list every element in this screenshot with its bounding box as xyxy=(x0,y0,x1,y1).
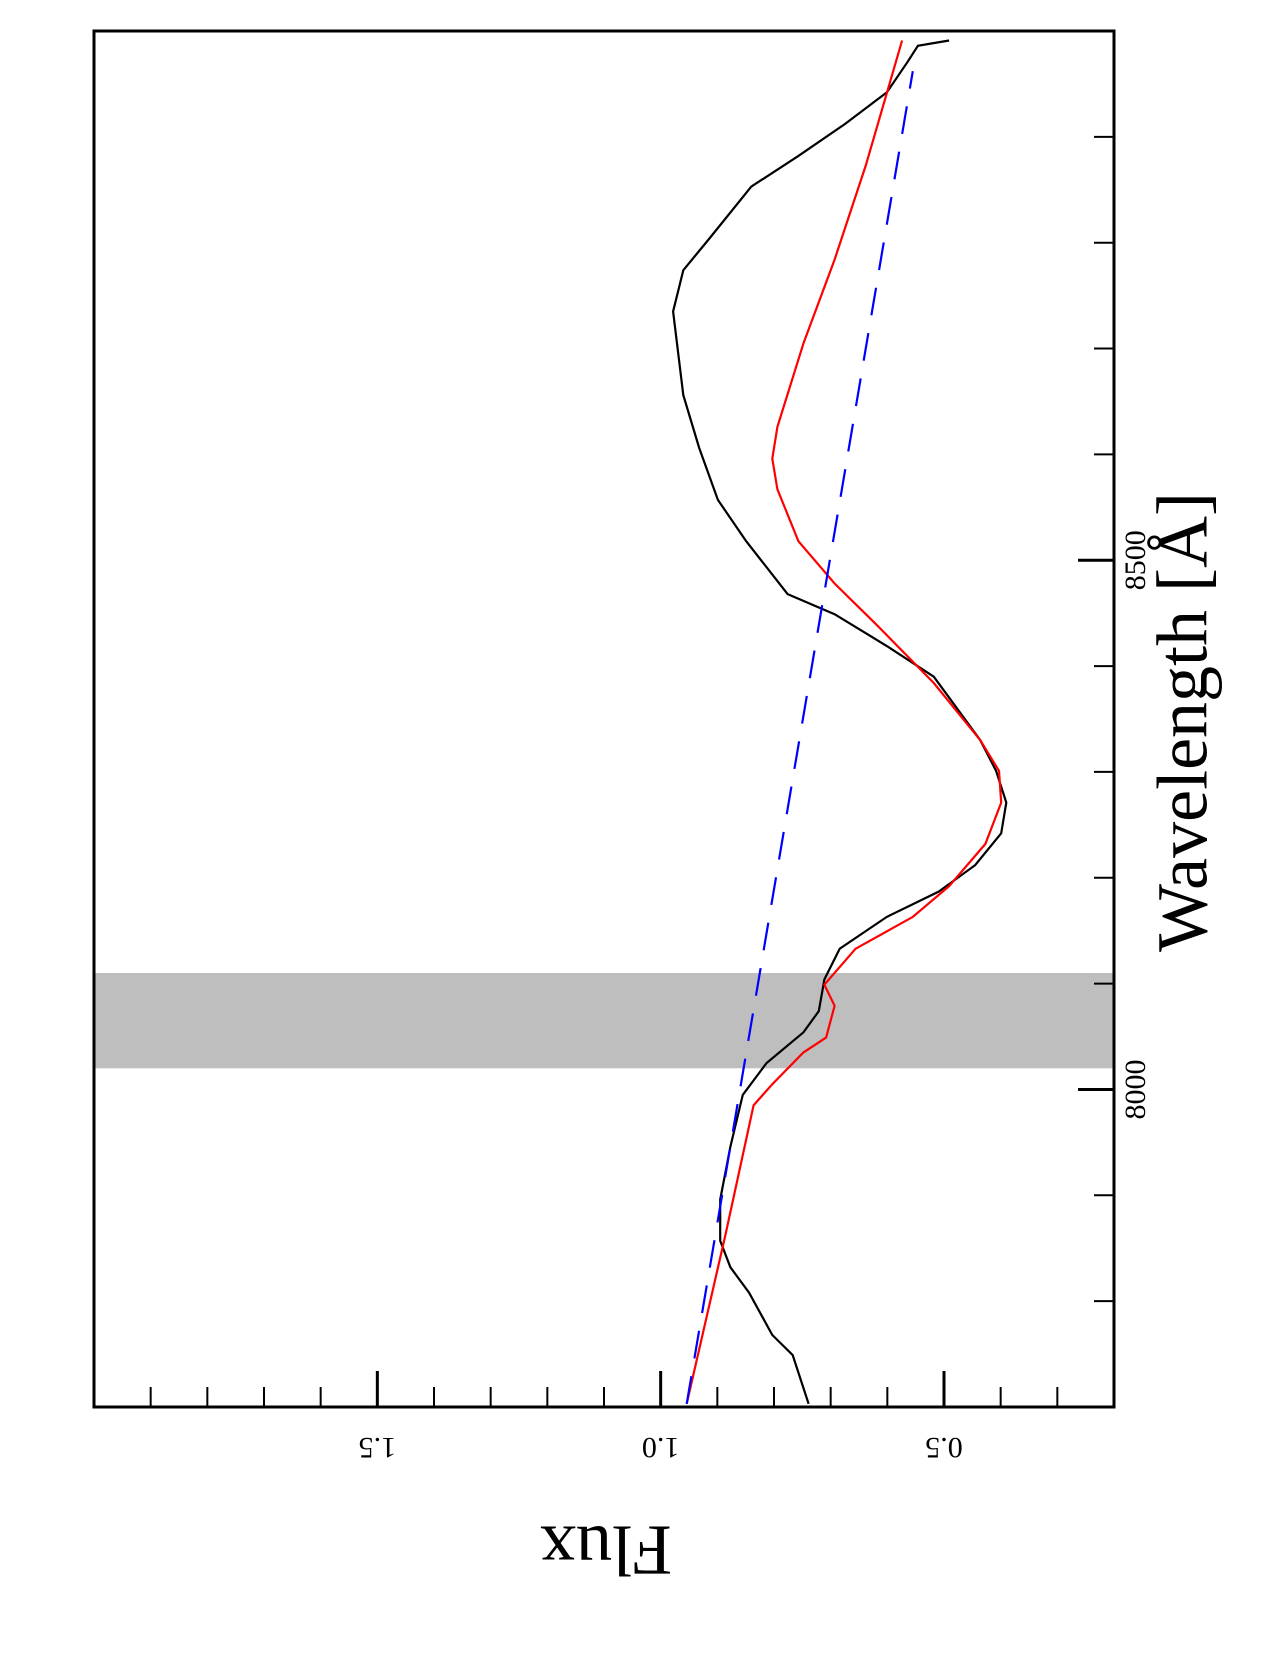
y-tick-label: 0.5 xyxy=(925,1431,963,1464)
plot-frame xyxy=(92,29,1116,1409)
x-tick-label: 8500 xyxy=(1119,530,1152,590)
x-axis-label: Wavelength [Å] xyxy=(1143,492,1223,952)
y-tick-label: 1.5 xyxy=(359,1431,397,1464)
data-line xyxy=(685,71,914,1404)
y-axis-label: Flux xyxy=(540,1510,672,1590)
shaded-band xyxy=(94,973,1114,1069)
data-line xyxy=(685,40,1003,1405)
x-tick-label: 8000 xyxy=(1119,1059,1152,1119)
y-tick-label: 1.0 xyxy=(642,1431,680,1464)
data-line xyxy=(671,39,1008,1405)
